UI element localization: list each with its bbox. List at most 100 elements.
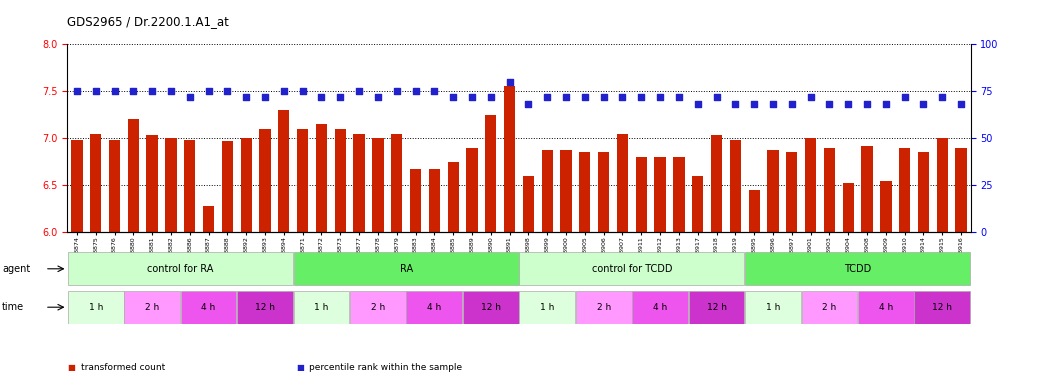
Point bbox=[332, 94, 349, 100]
Bar bbox=[165, 138, 176, 232]
Bar bbox=[862, 146, 873, 232]
Point bbox=[916, 101, 932, 108]
Bar bbox=[617, 134, 628, 232]
Bar bbox=[674, 157, 684, 232]
Point bbox=[106, 88, 122, 94]
Point bbox=[219, 88, 236, 94]
Text: 12 h: 12 h bbox=[255, 303, 275, 312]
Bar bbox=[730, 140, 741, 232]
Text: 2 h: 2 h bbox=[597, 303, 610, 312]
Point bbox=[295, 88, 311, 94]
Bar bbox=[542, 151, 553, 232]
Point bbox=[784, 101, 800, 108]
Point bbox=[576, 94, 593, 100]
Bar bbox=[391, 134, 403, 232]
Text: 4 h: 4 h bbox=[201, 303, 216, 312]
Text: agent: agent bbox=[2, 264, 30, 274]
Point bbox=[652, 94, 668, 100]
Point bbox=[370, 94, 386, 100]
Point bbox=[351, 88, 367, 94]
Point bbox=[689, 101, 706, 108]
Bar bbox=[316, 124, 327, 232]
Bar bbox=[237, 291, 293, 324]
Text: 1 h: 1 h bbox=[315, 303, 329, 312]
Bar bbox=[579, 152, 591, 232]
Bar bbox=[297, 129, 308, 232]
Text: 2 h: 2 h bbox=[822, 303, 837, 312]
Bar bbox=[914, 291, 971, 324]
Point bbox=[877, 101, 894, 108]
Bar bbox=[353, 134, 364, 232]
Text: 12 h: 12 h bbox=[707, 303, 727, 312]
Point bbox=[840, 101, 856, 108]
Point bbox=[87, 88, 104, 94]
Point bbox=[388, 88, 405, 94]
Point bbox=[200, 88, 217, 94]
Bar bbox=[711, 136, 722, 232]
Point bbox=[897, 94, 913, 100]
Text: 1 h: 1 h bbox=[88, 303, 103, 312]
Bar bbox=[523, 176, 535, 232]
Bar bbox=[184, 140, 195, 232]
Bar bbox=[109, 140, 120, 232]
Bar bbox=[801, 291, 857, 324]
Text: ■: ■ bbox=[67, 363, 76, 372]
Bar bbox=[598, 152, 609, 232]
Text: transformed count: transformed count bbox=[81, 364, 165, 372]
Point bbox=[163, 88, 180, 94]
Point bbox=[633, 94, 650, 100]
Point bbox=[426, 88, 442, 94]
Point bbox=[256, 94, 273, 100]
Bar bbox=[429, 169, 440, 232]
Point bbox=[483, 94, 499, 100]
Bar bbox=[222, 141, 233, 232]
Point bbox=[182, 94, 198, 100]
Text: control for RA: control for RA bbox=[147, 264, 214, 274]
Point bbox=[275, 88, 292, 94]
Point bbox=[596, 94, 612, 100]
Point bbox=[501, 79, 518, 85]
Bar bbox=[654, 157, 665, 232]
Bar bbox=[294, 252, 519, 285]
Point bbox=[445, 94, 462, 100]
Bar bbox=[519, 291, 575, 324]
Point bbox=[238, 94, 254, 100]
Bar bbox=[67, 252, 293, 285]
Bar bbox=[688, 291, 744, 324]
Bar bbox=[485, 115, 496, 232]
Text: 2 h: 2 h bbox=[145, 303, 159, 312]
Point bbox=[953, 101, 969, 108]
Point bbox=[520, 101, 537, 108]
Bar bbox=[350, 291, 406, 324]
Bar bbox=[899, 147, 910, 232]
Bar bbox=[632, 291, 688, 324]
Point bbox=[934, 94, 951, 100]
Bar bbox=[72, 140, 83, 232]
Bar bbox=[125, 291, 180, 324]
Text: 4 h: 4 h bbox=[879, 303, 893, 312]
Bar bbox=[748, 190, 760, 232]
Bar bbox=[241, 138, 252, 232]
Bar bbox=[805, 138, 816, 232]
Point bbox=[144, 88, 161, 94]
Bar bbox=[936, 138, 948, 232]
Bar bbox=[918, 152, 929, 232]
Text: 12 h: 12 h bbox=[932, 303, 952, 312]
Text: 4 h: 4 h bbox=[653, 303, 667, 312]
Bar bbox=[294, 291, 350, 324]
Point bbox=[125, 88, 141, 94]
Point bbox=[708, 94, 725, 100]
Point bbox=[69, 88, 85, 94]
Text: ■: ■ bbox=[296, 363, 304, 372]
Bar bbox=[90, 134, 102, 232]
Text: TCDD: TCDD bbox=[844, 264, 871, 274]
Bar bbox=[407, 291, 462, 324]
Point bbox=[539, 94, 555, 100]
Text: RA: RA bbox=[400, 264, 413, 274]
Point bbox=[765, 101, 782, 108]
Bar bbox=[824, 147, 836, 232]
Bar bbox=[880, 180, 892, 232]
Bar bbox=[447, 162, 459, 232]
Point bbox=[407, 88, 424, 94]
Bar bbox=[128, 119, 139, 232]
